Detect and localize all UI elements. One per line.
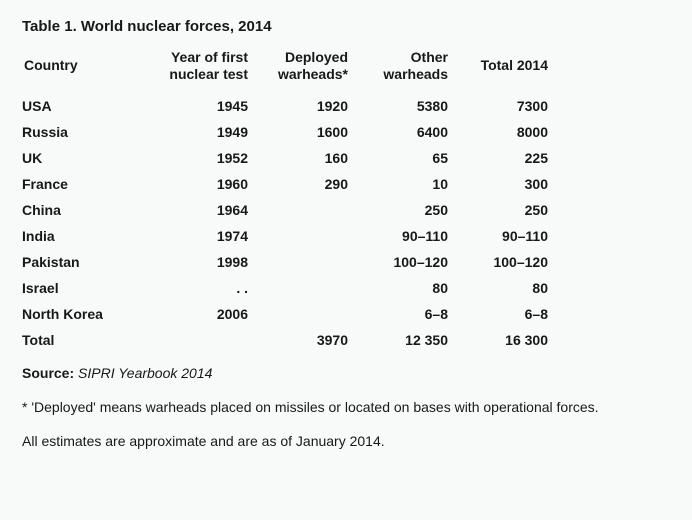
table-row: France196029010300 [22, 171, 562, 197]
cell-country: Russia [22, 119, 142, 145]
cell-deployed: 3970 [262, 327, 362, 353]
cell-total: 80 [462, 275, 562, 301]
nuclear-forces-table: Country Year of first nuclear test Deplo… [22, 45, 562, 353]
cell-total: 8000 [462, 119, 562, 145]
cell-deployed: 290 [262, 171, 362, 197]
cell-total: 90–110 [462, 223, 562, 249]
col-total: Total 2014 [462, 45, 562, 93]
cell-country: Israel [22, 275, 142, 301]
cell-deployed [262, 223, 362, 249]
cell-other: 12 350 [362, 327, 462, 353]
cell-country: China [22, 197, 142, 223]
cell-deployed [262, 275, 362, 301]
cell-first-test: 1960 [142, 171, 262, 197]
table-row: Pakistan1998 100–120100–120 [22, 249, 562, 275]
cell-first-test: 1998 [142, 249, 262, 275]
cell-deployed [262, 249, 362, 275]
footnote: * 'Deployed' means warheads placed on mi… [22, 399, 670, 415]
cell-first-test: 1964 [142, 197, 262, 223]
cell-total: 100–120 [462, 249, 562, 275]
cell-first-test: 1949 [142, 119, 262, 145]
cell-deployed [262, 301, 362, 327]
table-container: Table 1. World nuclear forces, 2014 Coun… [0, 0, 692, 459]
cell-other: 65 [362, 145, 462, 171]
cell-total: 16 300 [462, 327, 562, 353]
cell-deployed: 1920 [262, 93, 362, 119]
cell-country: North Korea [22, 301, 142, 327]
cell-other: 80 [362, 275, 462, 301]
cell-country: USA [22, 93, 142, 119]
cell-first-test: 1952 [142, 145, 262, 171]
cell-other: 6–8 [362, 301, 462, 327]
cell-first-test: . . [142, 275, 262, 301]
cell-total: 300 [462, 171, 562, 197]
col-country: Country [22, 45, 142, 93]
cell-country: UK [22, 145, 142, 171]
cell-first-test [142, 327, 262, 353]
table-row: China1964 250250 [22, 197, 562, 223]
table-header-row: Country Year of first nuclear test Deplo… [22, 45, 562, 93]
cell-first-test: 2006 [142, 301, 262, 327]
source-line: Source: SIPRI Yearbook 2014 [22, 365, 670, 381]
table-row: USA1945192053807300 [22, 93, 562, 119]
cell-first-test: 1974 [142, 223, 262, 249]
cell-total: 7300 [462, 93, 562, 119]
cell-deployed [262, 197, 362, 223]
cell-deployed: 160 [262, 145, 362, 171]
cell-country: France [22, 171, 142, 197]
cell-other: 6400 [362, 119, 462, 145]
table-body: USA1945192053807300Russia194916006400800… [22, 93, 562, 353]
col-first-test: Year of first nuclear test [142, 45, 262, 93]
table-row: India1974 90–11090–110 [22, 223, 562, 249]
cell-first-test: 1945 [142, 93, 262, 119]
source-label: Source: [22, 365, 74, 381]
table-row: Russia1949160064008000 [22, 119, 562, 145]
cell-other: 10 [362, 171, 462, 197]
cell-country: India [22, 223, 142, 249]
table-row: Israel. . 8080 [22, 275, 562, 301]
table-row: North Korea2006 6–86–8 [22, 301, 562, 327]
cell-total: 250 [462, 197, 562, 223]
cell-other: 90–110 [362, 223, 462, 249]
cell-country: Pakistan [22, 249, 142, 275]
cell-deployed: 1600 [262, 119, 362, 145]
col-other: Other warheads [362, 45, 462, 93]
table-row: UK195216065225 [22, 145, 562, 171]
cell-total: 225 [462, 145, 562, 171]
note: All estimates are approximate and are as… [22, 433, 670, 449]
source-text: SIPRI Yearbook 2014 [78, 365, 212, 381]
cell-other: 100–120 [362, 249, 462, 275]
cell-total: 6–8 [462, 301, 562, 327]
cell-other: 5380 [362, 93, 462, 119]
col-deployed: Deployed warheads* [262, 45, 362, 93]
cell-other: 250 [362, 197, 462, 223]
cell-country: Total [22, 327, 142, 353]
table-title: Table 1. World nuclear forces, 2014 [22, 18, 670, 35]
table-row: Total 397012 35016 300 [22, 327, 562, 353]
